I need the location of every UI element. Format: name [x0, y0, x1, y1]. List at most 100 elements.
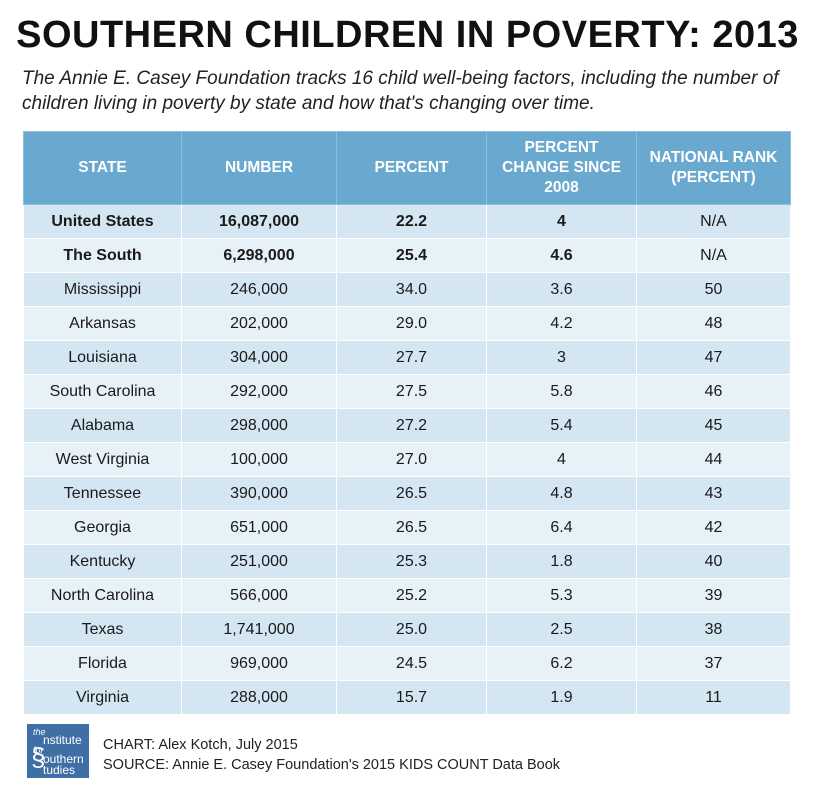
cell-percent: 15.7 — [336, 680, 487, 715]
cell-percent: 25.4 — [336, 238, 487, 273]
cell-national-rank: N/A — [636, 238, 791, 273]
cell-number: 202,000 — [181, 306, 337, 341]
table-row: The South 6,298,000 25.4 4.6 N/A — [23, 238, 791, 273]
cell-percent-change: 3 — [486, 340, 637, 375]
logo-text-institute: nstitute — [43, 733, 82, 747]
cell-national-rank: 47 — [636, 340, 791, 375]
cell-percent: 24.5 — [336, 646, 487, 681]
cell-percent: 27.7 — [336, 340, 487, 375]
cell-national-rank: 44 — [636, 442, 791, 477]
cell-number: 16,087,000 — [181, 204, 337, 239]
cell-percent-change: 4.2 — [486, 306, 637, 341]
cell-number: 246,000 — [181, 272, 337, 307]
cell-state: Texas — [23, 612, 182, 647]
cell-national-rank: 45 — [636, 408, 791, 443]
cell-national-rank: 43 — [636, 476, 791, 511]
cell-state: North Carolina — [23, 578, 182, 613]
table-header-row: STATE NUMBER PERCENT PERCENT CHANGE SINC… — [23, 131, 791, 205]
cell-state: Kentucky — [23, 544, 182, 579]
table-row: North Carolina 566,000 25.2 5.3 39 — [23, 578, 791, 613]
cell-national-rank: 48 — [636, 306, 791, 341]
table-row: Georgia 651,000 26.5 6.4 42 — [23, 510, 791, 545]
cell-state: Mississippi — [23, 272, 182, 307]
cell-state: Arkansas — [23, 306, 182, 341]
table-row: Kentucky 251,000 25.3 1.8 40 — [23, 544, 791, 579]
cell-state: Florida — [23, 646, 182, 681]
logo-swirl-icon: § — [31, 742, 46, 772]
cell-state: United States — [23, 204, 182, 239]
logo-text-outhern: outhern — [43, 752, 84, 766]
cell-state: Tennessee — [23, 476, 182, 511]
cell-national-rank: 46 — [636, 374, 791, 409]
cell-percent-change: 5.3 — [486, 578, 637, 613]
chart-subtitle: The Annie E. Casey Foundation tracks 16 … — [22, 68, 779, 114]
cell-state: Alabama — [23, 408, 182, 443]
cell-percent-change: 3.6 — [486, 272, 637, 307]
cell-state: Georgia — [23, 510, 182, 545]
column-header-number: NUMBER — [181, 131, 337, 205]
cell-percent-change: 6.4 — [486, 510, 637, 545]
cell-national-rank: 39 — [636, 578, 791, 613]
cell-state: Virginia — [23, 680, 182, 715]
cell-national-rank: 40 — [636, 544, 791, 579]
cell-number: 1,741,000 — [181, 612, 337, 647]
logo-text-for: for — [33, 745, 44, 755]
cell-number: 251,000 — [181, 544, 337, 579]
chart-title: SOUTHERN CHILDREN IN POVERTY: 2013 — [16, 14, 799, 56]
cell-percent: 25.2 — [336, 578, 487, 613]
cell-number: 292,000 — [181, 374, 337, 409]
institute-logo: the nstitute for § outhern tudies — [27, 724, 89, 778]
cell-percent: 27.0 — [336, 442, 487, 477]
column-header-percent-change: PERCENT CHANGE SINCE 2008 — [486, 131, 637, 205]
cell-number: 969,000 — [181, 646, 337, 681]
cell-percent-change: 4 — [486, 442, 637, 477]
cell-number: 100,000 — [181, 442, 337, 477]
table-row: Tennessee 390,000 26.5 4.8 43 — [23, 476, 791, 511]
cell-number: 566,000 — [181, 578, 337, 613]
cell-state: The South — [23, 238, 182, 273]
source-note: SOURCE: Annie E. Casey Foundation's 2015… — [103, 757, 561, 773]
cell-number: 288,000 — [181, 680, 337, 715]
cell-percent-change: 4 — [486, 204, 637, 239]
chart-credit: CHART: Alex Kotch, July 2015 — [103, 737, 298, 753]
cell-national-rank: 38 — [636, 612, 791, 647]
cell-percent-change: 1.8 — [486, 544, 637, 579]
cell-national-rank: 11 — [636, 680, 791, 715]
cell-percent: 26.5 — [336, 476, 487, 511]
table-row: Arkansas 202,000 29.0 4.2 48 — [23, 306, 791, 341]
cell-national-rank: 37 — [636, 646, 791, 681]
cell-percent-change: 1.9 — [486, 680, 637, 715]
column-header-state: STATE — [23, 131, 182, 205]
cell-percent: 25.0 — [336, 612, 487, 647]
logo-text-the: the — [33, 727, 46, 737]
table-row: South Carolina 292,000 27.5 5.8 46 — [23, 374, 791, 409]
cell-number: 6,298,000 — [181, 238, 337, 273]
cell-number: 651,000 — [181, 510, 337, 545]
cell-state: West Virginia — [23, 442, 182, 477]
table-row: Louisiana 304,000 27.7 3 47 — [23, 340, 791, 375]
table-row: West Virginia 100,000 27.0 4 44 — [23, 442, 791, 477]
cell-percent: 27.2 — [336, 408, 487, 443]
cell-state: Louisiana — [23, 340, 182, 375]
table-row: United States 16,087,000 22.2 4 N/A — [23, 204, 791, 239]
cell-state: South Carolina — [23, 374, 182, 409]
column-header-national-rank: NATIONAL RANK (PERCENT) — [636, 131, 791, 205]
table-row: Virginia 288,000 15.7 1.9 11 — [23, 680, 791, 715]
cell-percent: 29.0 — [336, 306, 487, 341]
cell-percent: 22.2 — [336, 204, 487, 239]
cell-percent-change: 2.5 — [486, 612, 637, 647]
column-header-percent: PERCENT — [336, 131, 487, 205]
credits: CHART: Alex Kotch, July 2015 SOURCE: Ann… — [103, 735, 560, 775]
poverty-table: STATE NUMBER PERCENT PERCENT CHANGE SINC… — [23, 131, 791, 715]
table-row: Florida 969,000 24.5 6.2 37 — [23, 646, 791, 681]
cell-percent: 34.0 — [336, 272, 487, 307]
cell-number: 304,000 — [181, 340, 337, 375]
cell-percent: 26.5 — [336, 510, 487, 545]
logo-text-tudies: tudies — [43, 763, 76, 777]
cell-national-rank: 50 — [636, 272, 791, 307]
cell-number: 298,000 — [181, 408, 337, 443]
cell-percent-change: 5.8 — [486, 374, 637, 409]
cell-percent-change: 6.2 — [486, 646, 637, 681]
table-body: United States 16,087,000 22.2 4 N/A The South… — [23, 204, 791, 715]
cell-number: 390,000 — [181, 476, 337, 511]
